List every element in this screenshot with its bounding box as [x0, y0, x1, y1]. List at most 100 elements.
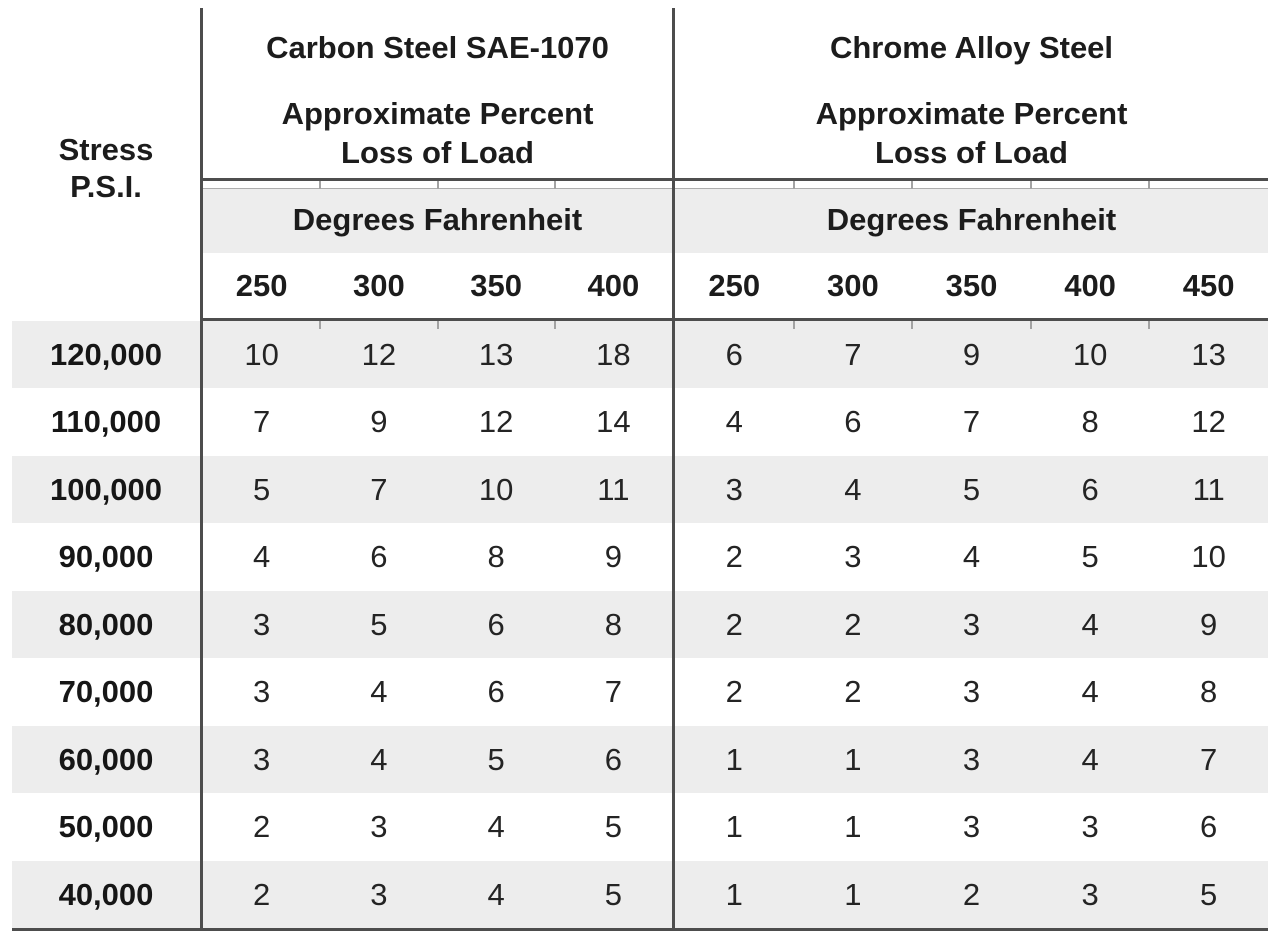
data-cell-carbon: 2 — [253, 809, 271, 845]
data-cell-chrome: 4 — [844, 471, 862, 507]
row-shading-stripe — [12, 455, 1268, 524]
data-cell-carbon: 10 — [478, 471, 514, 507]
vertical-divider-carbon-chrome — [672, 8, 675, 928]
stress-cell: 60,000 — [58, 741, 154, 777]
table-row: 70,000 3 4 6 7 2 2 3 4 8 — [0, 658, 1280, 725]
data-cell-chrome: 9 — [1200, 606, 1218, 642]
stress-cell: 120,000 — [49, 337, 163, 372]
data-cell-chrome: 7 — [962, 404, 981, 440]
stress-cell: 100,000 — [49, 471, 163, 507]
data-cell-carbon: 7 — [604, 674, 622, 710]
data-cell-chrome: 2 — [725, 674, 743, 710]
stress-cell: 70,000 — [58, 674, 154, 710]
column-tick — [792, 321, 795, 329]
data-cell-chrome: 3 — [1081, 809, 1099, 845]
data-cell-carbon: 3 — [253, 674, 271, 710]
row-shading-stripe — [12, 321, 1268, 389]
data-cell-chrome: 6 — [1200, 809, 1218, 845]
column-tick — [1029, 321, 1032, 329]
column-tick — [1148, 181, 1151, 189]
data-cell-chrome: 5 — [1200, 876, 1218, 912]
data-cell-chrome: 5 — [1081, 539, 1099, 575]
temp-row-stress-spacer — [0, 253, 200, 318]
data-cell-chrome: 2 — [962, 876, 981, 912]
column-tick — [911, 181, 914, 189]
table-row: 110,000 7 9 12 14 4 6 7 8 12 — [0, 388, 1280, 455]
data-cell-carbon: 4 — [370, 674, 388, 710]
data-cell-chrome: 3 — [1081, 876, 1099, 912]
table-row: 50,000 2 3 4 5 1 1 3 3 6 — [0, 793, 1280, 860]
data-cell-carbon: 13 — [478, 337, 514, 372]
data-cell-carbon: 3 — [370, 876, 388, 912]
data-cell-carbon: 4 — [487, 876, 505, 912]
data-cell-carbon: 4 — [253, 539, 271, 575]
data-cell-chrome: 7 — [844, 337, 862, 372]
data-cell-chrome: 2 — [725, 606, 743, 642]
column-tick — [553, 181, 556, 189]
temp-header-carbon: 300 — [353, 268, 405, 303]
temp-header-chrome: 400 — [1064, 268, 1116, 303]
data-cell-chrome: 3 — [962, 809, 981, 845]
carbon-subtitle-line2: Loss of Load — [341, 135, 534, 170]
data-cell-carbon: 3 — [253, 606, 271, 642]
data-cell-chrome: 4 — [1081, 674, 1099, 710]
data-cell-chrome: 3 — [844, 539, 862, 575]
degrees-fahrenheit-label-carbon: Degrees Fahrenheit — [292, 202, 583, 237]
data-cell-chrome: 3 — [725, 471, 743, 507]
chrome-alloy-title: Chrome Alloy Steel — [829, 30, 1114, 65]
row-shading-stripe — [12, 590, 1268, 659]
data-cell-chrome: 1 — [844, 741, 862, 777]
data-cell-chrome: 4 — [962, 539, 981, 575]
table-row: 100,000 5 7 10 11 3 4 5 6 11 — [0, 456, 1280, 523]
data-cell-chrome: 6 — [844, 404, 862, 440]
data-cell-carbon: 5 — [370, 606, 388, 642]
temp-header-chrome: 350 — [945, 268, 998, 303]
data-cell-chrome: 3 — [962, 674, 981, 710]
data-cell-carbon: 5 — [604, 876, 622, 912]
column-tick — [319, 321, 322, 329]
column-tick — [553, 321, 556, 329]
stress-cell: 80,000 — [58, 606, 154, 642]
table-row: 40,000 2 3 4 5 1 1 2 3 5 — [0, 861, 1280, 928]
chrome-subtitle-line2: Loss of Load — [875, 135, 1068, 170]
temp-header-carbon: 350 — [470, 268, 522, 303]
data-cell-chrome: 9 — [962, 337, 981, 372]
data-cell-chrome: 4 — [725, 404, 743, 440]
carbon-steel-title: Carbon Steel SAE-1070 — [266, 30, 609, 65]
stress-cell: 50,000 — [58, 809, 154, 845]
data-cell-chrome: 13 — [1191, 337, 1226, 372]
data-cell-chrome: 6 — [725, 337, 743, 372]
data-cell-chrome: 8 — [1200, 674, 1218, 710]
data-cell-carbon: 4 — [370, 741, 388, 777]
stress-cell: 90,000 — [58, 539, 154, 575]
data-cell-carbon: 9 — [604, 539, 622, 575]
data-cell-carbon: 2 — [253, 876, 271, 912]
data-cell-chrome: 3 — [962, 741, 981, 777]
chrome-subtitle-line1: Approximate Percent — [815, 96, 1128, 131]
data-cell-carbon: 6 — [604, 741, 622, 777]
horizontal-rule-bottom — [12, 928, 1268, 931]
data-cell-chrome: 4 — [1081, 741, 1099, 777]
data-cell-carbon: 7 — [253, 404, 271, 440]
data-cell-carbon: 6 — [370, 539, 388, 575]
data-cell-chrome: 10 — [1072, 337, 1108, 372]
data-cell-carbon: 10 — [244, 337, 279, 372]
data-cell-chrome: 7 — [1200, 741, 1218, 777]
column-tick — [1148, 321, 1151, 329]
horizontal-rule-header — [200, 178, 1268, 181]
carbon-subtitle-line1: Approximate Percent — [281, 96, 594, 131]
section-header-chrome-alloy: Chrome Alloy Steel Approximate Percent L… — [675, 0, 1268, 178]
data-cell-chrome: 12 — [1191, 404, 1226, 440]
temp-header-chrome: 250 — [708, 268, 761, 303]
data-cell-chrome: 2 — [844, 606, 862, 642]
data-cell-chrome: 1 — [725, 809, 743, 845]
data-cell-chrome: 1 — [844, 809, 862, 845]
data-cell-chrome: 11 — [1192, 471, 1225, 507]
stress-cell: 40,000 — [58, 876, 154, 912]
column-tick — [911, 321, 914, 329]
data-cell-carbon: 14 — [596, 404, 631, 440]
data-cell-carbon: 3 — [370, 809, 388, 845]
data-cell-carbon: 3 — [253, 741, 271, 777]
degrees-fahrenheit-label-chrome: Degrees Fahrenheit — [826, 202, 1117, 237]
